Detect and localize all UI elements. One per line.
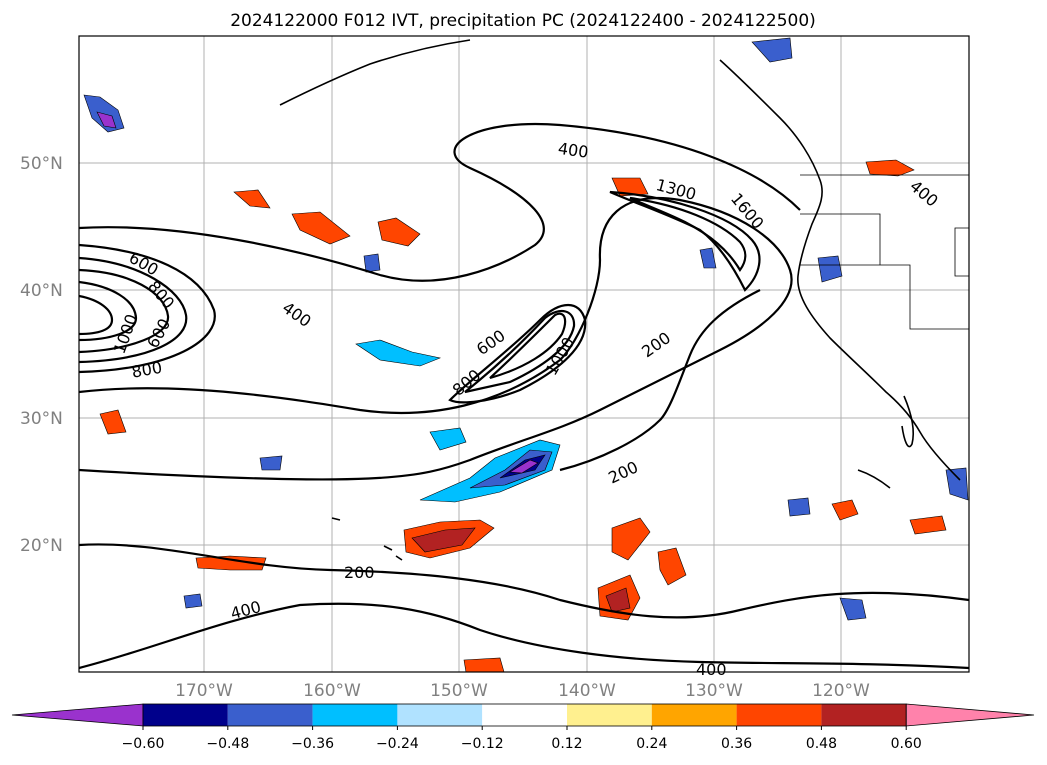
- lon-label: 140°W: [558, 681, 616, 701]
- lat-label: 30°N: [20, 409, 63, 429]
- coastline-hawaii: [331, 517, 403, 561]
- colorbar-tick-label: 0.12: [551, 736, 582, 752]
- colorbar-tick-label: 0.48: [806, 736, 837, 752]
- precip-positive-n3: [611, 177, 649, 197]
- colorbar-segment: [567, 704, 652, 726]
- colorbar-segment: [482, 704, 567, 726]
- contour-800-ar: [464, 309, 576, 394]
- coastline-aleutians: [279, 39, 471, 106]
- precip-patches: [83, 37, 969, 672]
- precip-negative-e2: [699, 247, 717, 269]
- colorbar-segment: [651, 704, 737, 726]
- precip-positive-n4: [233, 189, 271, 209]
- border-box: [954, 227, 969, 277]
- contour-200-east: [559, 289, 761, 472]
- colorbar-segment: [736, 704, 822, 726]
- border-wa-or: [800, 213, 881, 265]
- contour-label: 400: [696, 660, 727, 679]
- precip-negative-n1: [363, 253, 381, 273]
- colorbar: −0.60 −0.48 −0.36 −0.24 −0.12 0.12 0.24 0.36 0.4…: [11, 703, 1035, 752]
- longitude-labels: 170°W 160°W 150°W 140°W 130°W 120°W: [175, 681, 870, 701]
- lat-label: 50°N: [20, 154, 63, 174]
- lat-label: 40°N: [20, 281, 63, 301]
- colorbar-tick-label: −0.36: [291, 736, 334, 752]
- contour-1600-west: [79, 294, 114, 336]
- lon-label: 120°W: [812, 681, 870, 701]
- contour-400-ar: [79, 197, 793, 481]
- map-panel: [78, 35, 970, 673]
- coastline-baja: [901, 395, 915, 448]
- precip-positive-e1: [831, 499, 859, 521]
- colorbar-segment: [397, 704, 483, 726]
- colorbar-extend-max: [905, 703, 1035, 727]
- precip-positive-n2: [377, 217, 421, 247]
- colorbar-tick-label: −0.48: [206, 736, 249, 752]
- precip-patch-alaska: [751, 37, 793, 63]
- precip-negative-e3: [787, 497, 811, 517]
- colorbar-segment: [821, 704, 907, 726]
- precip-positive-hawaii-core: [411, 527, 476, 553]
- contour-label: 200: [344, 563, 375, 582]
- colorbar-tick-label: −0.24: [376, 736, 419, 752]
- coastlines: [279, 39, 961, 561]
- lat-label: 20°N: [20, 536, 63, 556]
- colorbar-segment: [143, 704, 228, 726]
- precip-positive-s2: [611, 517, 651, 561]
- precip-negative-c1: [355, 339, 442, 367]
- precip-negative-c2: [429, 427, 467, 451]
- precip-positive-s3: [657, 547, 687, 586]
- precip-patch-nw-core: [96, 111, 117, 129]
- contour-400-south: [79, 602, 969, 670]
- precip-negative-s1: [839, 597, 867, 621]
- contour-400-north: [79, 122, 801, 282]
- precip-negative-e1: [817, 255, 843, 283]
- precip-positive-w1: [195, 555, 267, 571]
- precip-positive-pnw: [865, 159, 915, 177]
- lon-label: 150°W: [430, 681, 488, 701]
- colorbar-frame: [142, 703, 907, 727]
- precip-negative-max: [509, 459, 539, 474]
- map-background: [79, 36, 969, 672]
- contour-600-ne: [609, 190, 761, 292]
- contour-800-ne: [629, 196, 747, 272]
- political-borders: [800, 174, 969, 330]
- contour-label: 400: [557, 139, 590, 162]
- colorbar-tick-label: 0.24: [636, 736, 667, 752]
- contour-200-south: [79, 543, 969, 619]
- lon-label: 170°W: [175, 681, 233, 701]
- precip-negative-baja: [945, 467, 969, 501]
- map-frame: [78, 35, 970, 673]
- contour-600-west: [79, 243, 216, 374]
- colorbar-tick-label: −0.60: [122, 736, 165, 752]
- lon-label: 130°W: [685, 681, 743, 701]
- map-title: 2024122000 F012 IVT, precipitation PC (2…: [230, 11, 816, 31]
- precip-positive-e2: [909, 515, 947, 535]
- colorbar-tick-label: 0.36: [721, 736, 752, 752]
- colorbar-extend-min: [11, 703, 144, 727]
- colorbar-tick-label: 0.60: [891, 736, 922, 752]
- precip-positive-bottom: [463, 657, 505, 672]
- contour-1000-ar: [489, 312, 567, 380]
- contour-600-ar: [448, 304, 587, 404]
- latitude-labels: 50°N 40°N 30°N 20°N: [20, 154, 63, 556]
- precip-negative-w1: [183, 593, 203, 609]
- ivt-contours: [79, 122, 969, 670]
- precip-positive-s1-core: [605, 587, 631, 613]
- contour-1300-west: [79, 280, 138, 342]
- precip-negative-c3: [259, 455, 283, 471]
- colorbar-segment: [312, 704, 398, 726]
- precip-positive-w2: [99, 409, 127, 435]
- border-or-ca: [800, 264, 969, 330]
- contour-800-west: [79, 256, 188, 364]
- lon-label: 160°W: [303, 681, 361, 701]
- coastline-west-coast: [719, 59, 961, 481]
- precip-positive-n1: [291, 211, 351, 245]
- contour-1000-west: [79, 268, 170, 354]
- coastline-mexico: [857, 469, 891, 489]
- colorbar-tick-label: −0.12: [461, 736, 504, 752]
- colorbar-segment: [227, 704, 313, 726]
